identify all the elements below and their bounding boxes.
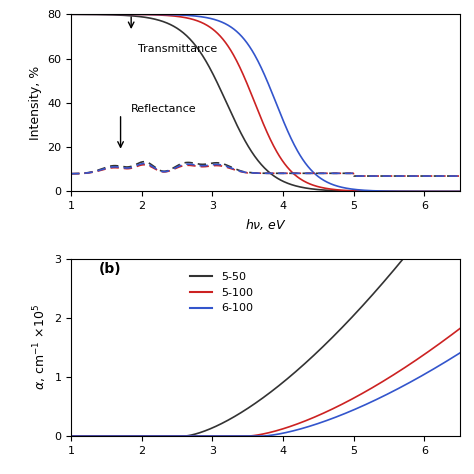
Legend: 5-50, 5-100, 6-100: 5-50, 5-100, 6-100 — [185, 268, 257, 318]
Text: (b): (b) — [98, 262, 121, 276]
Y-axis label: Intensity, %: Intensity, % — [29, 66, 42, 140]
Y-axis label: $\alpha$, cm$^{-1}$ $\times$10$^5$: $\alpha$, cm$^{-1}$ $\times$10$^5$ — [31, 304, 49, 391]
X-axis label: $h\nu$, eV: $h\nu$, eV — [245, 217, 286, 232]
Text: Reflectance: Reflectance — [131, 104, 197, 114]
Text: Transmittance: Transmittance — [138, 44, 218, 54]
